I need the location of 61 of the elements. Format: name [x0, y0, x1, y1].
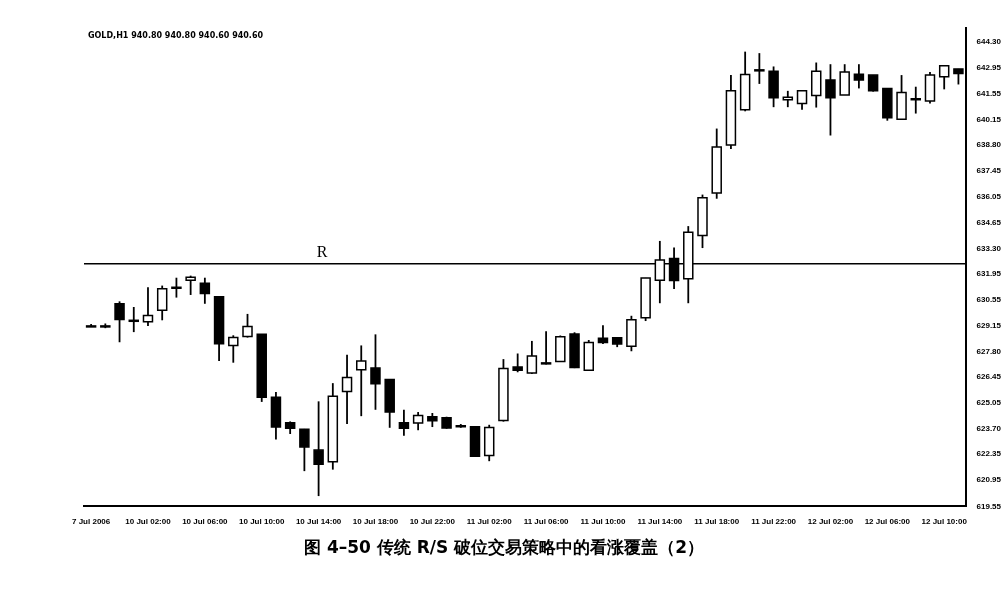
x-tick-label: 11 Jul 06:00	[523, 517, 570, 527]
y-tick-label: 622.35	[976, 449, 1002, 459]
candlestick	[114, 300, 125, 344]
candlestick	[142, 286, 154, 327]
y-tick-label: 625.05	[976, 398, 1002, 408]
y-tick-label: 638.80	[976, 140, 1002, 150]
x-tick-label: 10 Jul 18:00	[352, 517, 399, 527]
x-tick-label: 11 Jul 02:00	[466, 517, 513, 527]
y-tick-label: 642.95	[976, 62, 1002, 72]
y-tick-label: 629.15	[976, 321, 1002, 331]
candlestick	[370, 333, 381, 411]
candlestick	[242, 313, 253, 339]
x-tick-label: 11 Jul 10:00	[580, 517, 626, 527]
candlestick	[171, 276, 182, 299]
candlestick	[512, 352, 523, 374]
y-tick-label: 623.70	[976, 423, 1002, 433]
candlestick	[796, 89, 808, 111]
y-tick-label: 626.45	[976, 372, 1002, 382]
y-tick-label: 619.55	[976, 501, 1002, 511]
y-tick-label: 641.55	[976, 88, 1002, 98]
candlestick	[526, 340, 538, 375]
y-tick-label: 633.30	[976, 243, 1002, 253]
y-tick-label: 637.45	[976, 165, 1002, 175]
candlestick	[839, 63, 850, 96]
candlestick	[853, 63, 865, 90]
candlestick	[540, 330, 552, 366]
text: 图 4–50 传统 R/S 破位交易策略中的看涨覆盖（2）	[303, 536, 705, 559]
x-tick-label: 10 Jul 14:00	[295, 517, 342, 527]
ref-line-label: R	[316, 242, 328, 260]
x-tick-label: 12 Jul 02:00	[807, 517, 854, 527]
x-tick-label: 11 Jul 22:00	[751, 517, 797, 527]
candlestick	[313, 400, 324, 497]
y-tick-label: 631.95	[976, 268, 1002, 278]
y-tick-label: 627.80	[976, 346, 1002, 356]
candlestick	[412, 411, 424, 432]
candlestick	[398, 408, 410, 437]
x-tick-label: 12 Jul 10:00	[921, 517, 968, 527]
x-tick-label: 10 Jul 10:00	[239, 517, 285, 527]
y-tick-label: 640.15	[976, 115, 1002, 125]
y-tick-label: 644.30	[976, 37, 1002, 47]
candlestick	[228, 334, 239, 364]
x-tick-label: 7 Jul 2006	[71, 517, 111, 527]
x-tick-label: 10 Jul 06:00	[182, 517, 229, 527]
x-tick-label: 12 Jul 06:00	[864, 517, 911, 527]
candlestick	[156, 284, 168, 322]
candlestick	[299, 428, 310, 473]
x-tick-label: 11 Jul 14:00	[637, 517, 683, 527]
candlestick	[199, 276, 211, 305]
x-tick-label: 10 Jul 02:00	[125, 517, 172, 527]
candlestick	[938, 64, 950, 91]
candlestick	[825, 63, 836, 137]
y-tick-label: 634.65	[976, 218, 1002, 228]
x-tick-label: 10 Jul 22:00	[409, 517, 456, 527]
annotation: GOLD,H1 940.80 940.80 940.60 940.60	[88, 31, 264, 41]
y-tick-label: 620.95	[976, 475, 1002, 485]
candlestick	[754, 52, 765, 85]
x-tick-label: 11 Jul 18:00	[694, 517, 740, 527]
candlestick	[341, 353, 353, 425]
y-tick-label: 630.55	[976, 295, 1002, 305]
candlestick	[356, 344, 367, 418]
y-tick-label: 636.05	[976, 192, 1002, 202]
